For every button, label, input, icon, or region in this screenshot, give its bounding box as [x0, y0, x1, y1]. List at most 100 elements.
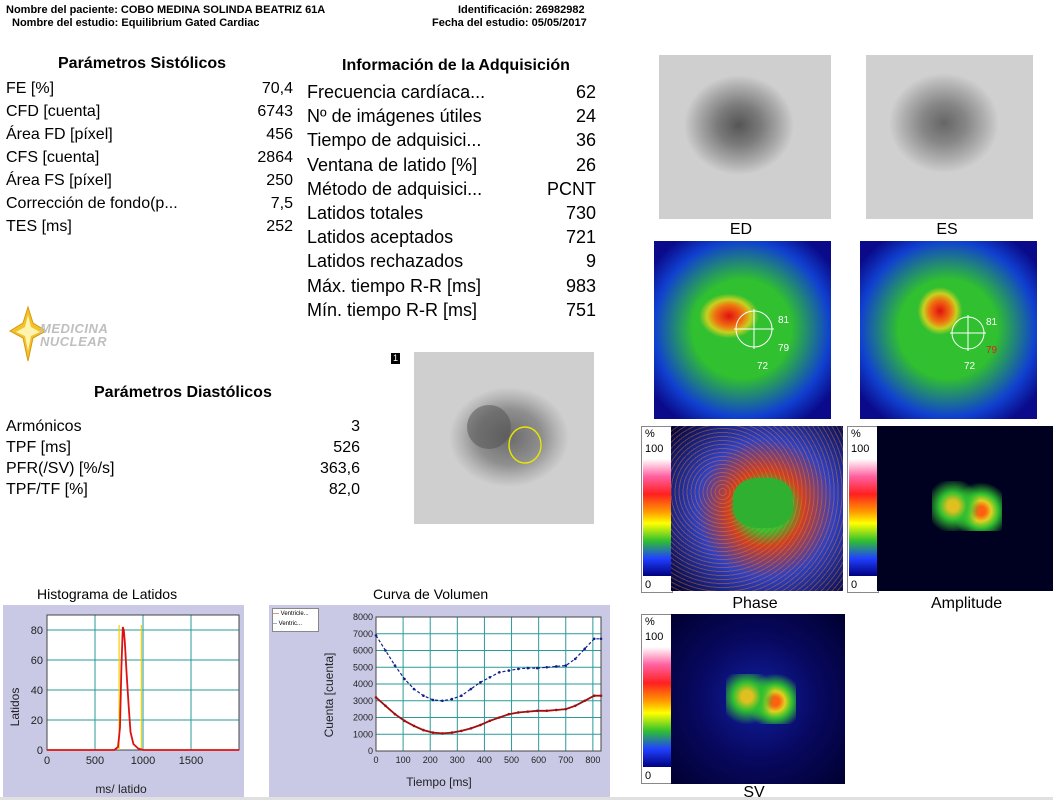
- histogram-ytick: 40: [31, 685, 43, 697]
- volume-point: [573, 657, 577, 661]
- systolic-label: CFS [cuenta]: [6, 149, 100, 166]
- acquisition-label: Método de adquisici...: [307, 178, 483, 199]
- acquisition-row: Mín. tiempo R-R [ms] 751: [307, 300, 596, 324]
- volume-point: [554, 665, 558, 668]
- roi-ellipse: [508, 426, 542, 464]
- diastolic-value: 82,0: [328, 481, 360, 498]
- volume-point: [441, 699, 444, 703]
- diastolic-value: 3: [351, 418, 360, 435]
- diastolic-value: 526: [333, 439, 360, 456]
- volume-chart: 0 1000 2000 3000 4000 5000 6000 7000 8000 0 100 200…: [322, 612, 603, 789]
- acquisition-value: 983: [565, 275, 596, 296]
- study-name: Equilibrium Gated Cardiac: [121, 17, 260, 29]
- id-label: Identificación:: [458, 4, 533, 16]
- volume-point: [374, 696, 378, 699]
- acquisition-row: Nº de imágenes útiles 24: [307, 106, 596, 130]
- diastolic-row: PFR(/SV) [%/s] 363,6: [6, 460, 360, 481]
- volume-point: [517, 711, 520, 714]
- volume-ytick: 4000: [353, 679, 373, 689]
- histogram-ytick: 60: [31, 655, 43, 667]
- acquisition-title: Información de la Adquisición: [342, 57, 570, 74]
- volume-point: [583, 647, 587, 651]
- systolic-row: Área FD [píxel] 456: [6, 126, 293, 149]
- volume-legend-2: -- Ventric...: [273, 621, 303, 627]
- volume-point: [526, 666, 530, 670]
- ed-image: [659, 55, 831, 219]
- volume-point: [384, 649, 387, 652]
- volume-xtick: 300: [450, 755, 465, 765]
- volume-panel: — Ventricle... -- Ventric... 0 1000 2000 30…: [269, 605, 610, 798]
- phase-label: Phase: [732, 595, 778, 612]
- diastolic-label: TPF/TF [%]: [6, 481, 88, 498]
- acquisition-label: Máx. tiempo R-R [ms]: [307, 275, 482, 296]
- diastolic-label: PFR(/SV) [%/s]: [6, 460, 115, 477]
- bottom-border: [0, 797, 1053, 800]
- systolic-label: FE [%]: [6, 80, 55, 97]
- acquisition-value: 24: [575, 106, 596, 127]
- sv-scale-min: 0: [645, 770, 652, 782]
- systolic-value: 70,4: [261, 80, 293, 97]
- es-label: ES: [936, 221, 958, 238]
- amplitude-scale-bar: [849, 459, 877, 576]
- ed-overlay-n1: 81: [778, 315, 790, 326]
- acquisition-row: Latidos rechazados 9: [307, 251, 596, 275]
- volume-point: [412, 724, 416, 728]
- volume-point: [507, 669, 511, 672]
- volume-point: [393, 664, 397, 667]
- acquisition-row: Frecuencia cardíaca... 62: [307, 82, 596, 106]
- volume-ytick: 1000: [353, 729, 373, 739]
- systolic-row: Corrección de fondo(p... 7,5: [6, 195, 293, 218]
- acquisition-row: Tiempo de adquisici... 36: [307, 130, 596, 154]
- roi-overlay: [467, 405, 542, 464]
- systolic-value: 252: [266, 218, 293, 235]
- es-color-overlay: 81 79 72: [950, 315, 998, 372]
- histogram-ylabel: Latidos: [8, 688, 22, 727]
- volume-legend: — Ventricle... -- Ventric...: [272, 608, 319, 632]
- volume-ytick: 8000: [353, 612, 373, 622]
- study-label: Nombre del estudio:: [12, 17, 119, 29]
- systolic-value: 456: [266, 126, 293, 143]
- sv-scale-bar: [643, 647, 671, 767]
- logo-text-1: MEDICINA: [40, 321, 109, 336]
- acquisition-value: 751: [565, 299, 596, 320]
- diastolic-row: TPF/TF [%] 82,0: [6, 481, 360, 502]
- volume-point: [412, 687, 416, 691]
- volume-point: [488, 676, 492, 679]
- sv-scale: % 100 0: [641, 614, 673, 784]
- amplitude-scale-pct: %: [851, 428, 861, 440]
- volume-point: [583, 699, 587, 703]
- acquisition-value: 9: [585, 251, 596, 272]
- phase-scale: % 100 0: [641, 426, 673, 593]
- volume-point: [431, 698, 435, 702]
- acquisition-label: Ventana de latido [%]: [307, 154, 478, 175]
- acquisition-row: Latidos totales 730: [307, 203, 596, 227]
- ed-color-overlay: 81 79 72: [734, 309, 790, 372]
- phase-scale-max: 100: [645, 443, 664, 455]
- phase-scale-bar: [643, 459, 671, 576]
- volume-ytick: 5000: [353, 662, 373, 672]
- es-overlay-n3: 72: [964, 361, 976, 372]
- systolic-label: TES [ms]: [6, 218, 72, 235]
- date-value: 05/05/2017: [531, 17, 587, 29]
- histogram-chart: 0 20 40 60 80 0 500 1000 1500 Latidos ms/ latido: [8, 614, 240, 796]
- sv-scale-max: 100: [645, 631, 664, 643]
- volume-xtick: 700: [558, 755, 573, 765]
- acquisition-label: Tiempo de adquisici...: [307, 130, 482, 151]
- id-line: Identificación: 26982982: [458, 4, 585, 17]
- histogram-xlabel: ms/ latido: [95, 782, 147, 796]
- volume-point: [469, 687, 473, 691]
- volume-point: [479, 681, 482, 684]
- histogram-ytick: 20: [31, 715, 43, 727]
- histogram-xtick: 1000: [131, 755, 155, 767]
- acquisition-label: Latidos aceptados: [307, 227, 454, 248]
- acquisition-label: Frecuencia cardíaca...: [307, 82, 486, 102]
- volume-point: [573, 704, 577, 708]
- acquisition-label: Latidos totales: [307, 203, 424, 223]
- volume-point: [460, 729, 463, 733]
- volume-point: [422, 728, 425, 732]
- acquisition-value: PCNT: [547, 178, 596, 199]
- volume-point: [498, 716, 501, 719]
- histogram-line: [47, 626, 239, 751]
- logo-text-2: NUCLEAR: [40, 334, 108, 349]
- diastolic-value: 363,6: [319, 460, 360, 477]
